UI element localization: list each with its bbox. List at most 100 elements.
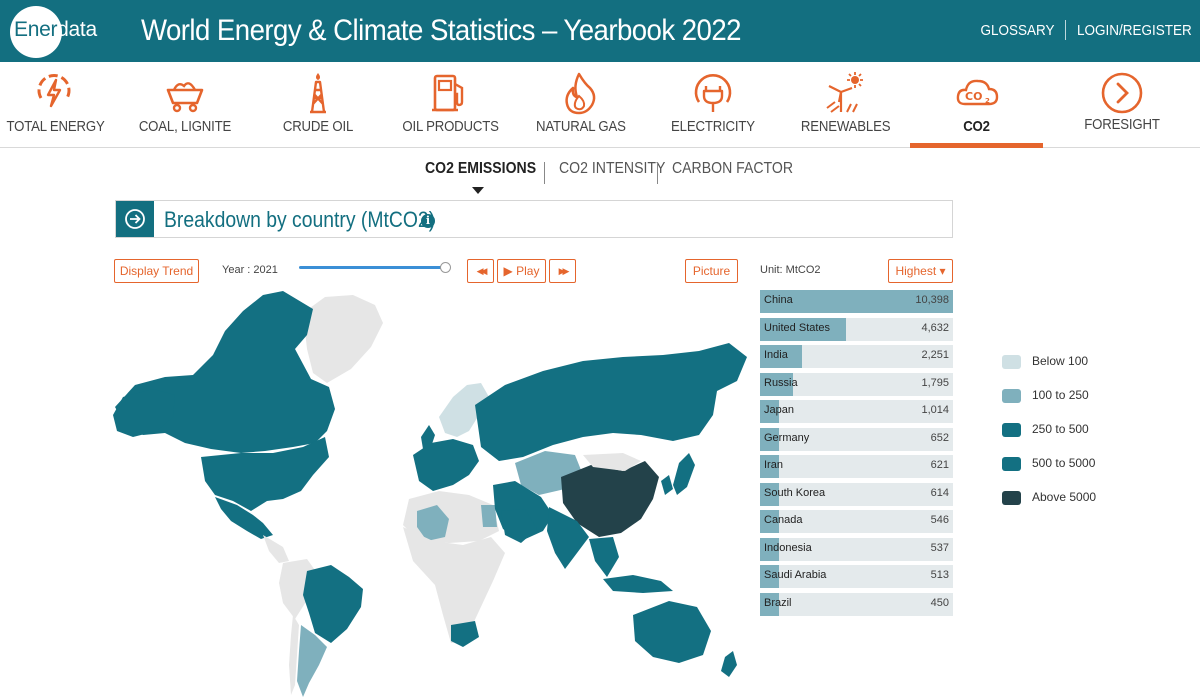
ranking-country: Russia — [764, 376, 798, 389]
tab-co2[interactable]: CO 2 CO2 — [910, 62, 1043, 148]
year-slider-track[interactable] — [299, 266, 445, 269]
region-australia[interactable] — [633, 601, 711, 663]
previous-year-button[interactable]: ◀◀ — [467, 259, 494, 283]
ranking-country: Iran — [764, 459, 783, 471]
region-southeast-asia[interactable] — [589, 537, 619, 577]
tab-renewables[interactable]: RENEWABLES — [795, 62, 893, 148]
region-egypt[interactable] — [481, 505, 497, 527]
glossary-link[interactable]: GLOSSARY — [980, 21, 1055, 39]
region-subsaharan-africa[interactable] — [403, 527, 505, 643]
ranking-value: 1,014 — [921, 404, 949, 416]
region-chile[interactable] — [289, 615, 299, 695]
tab-foresight[interactable]: FORESIGHT — [1078, 62, 1166, 148]
subtab-divider — [657, 162, 658, 184]
region-brazil[interactable] — [303, 565, 363, 643]
ranking-bar — [760, 482, 780, 506]
top-bar: Enerdata World Energy & Climate Statisti… — [0, 0, 1200, 62]
ranking-row[interactable]: Japan 1,014 — [760, 400, 953, 423]
co2-cloud-icon: CO 2 — [956, 79, 998, 106]
chevron-circle-icon — [1101, 72, 1143, 114]
region-algeria[interactable] — [417, 505, 449, 541]
subtab-carbon-factor[interactable]: CARBON FACTOR — [672, 160, 793, 177]
ranking-bar — [760, 400, 780, 423]
world-map[interactable] — [113, 285, 753, 700]
info-icon[interactable]: i — [421, 214, 435, 228]
oil-derrick-icon — [310, 73, 326, 114]
ranking-value: 10,398 — [915, 294, 949, 306]
ranking-bar — [760, 565, 780, 588]
svg-text:CO: CO — [965, 90, 982, 103]
subtab-co2-emissions[interactable]: CO2 EMISSIONS — [425, 160, 537, 177]
ranking-country: Canada — [764, 514, 803, 526]
legend-swatch — [1002, 457, 1021, 471]
ranking-bar — [760, 317, 846, 341]
panel-toggle[interactable] — [116, 201, 154, 237]
next-year-button[interactable]: ▶▶ — [549, 259, 576, 283]
ranking-row[interactable]: Brazil 450 — [760, 592, 953, 616]
ranking-row[interactable]: Germany 652 — [760, 427, 953, 451]
ranking-row[interactable]: Russia 1,795 — [760, 372, 953, 396]
play-button[interactable]: ▶ Play — [497, 259, 546, 283]
region-argentina[interactable] — [297, 625, 327, 697]
ranking-bar — [760, 372, 794, 396]
region-mexico[interactable] — [215, 497, 273, 539]
ranking-row[interactable]: South Korea 614 — [760, 482, 953, 506]
ranking-row[interactable]: China 10,398 — [760, 290, 953, 313]
header-divider — [1065, 20, 1067, 40]
ranking-row[interactable]: United States 4,632 — [760, 317, 953, 341]
tab-natural-gas[interactable]: NATURAL GAS — [530, 62, 630, 148]
panel-title-bar: Breakdown by country (MtCO2) i — [115, 200, 953, 238]
display-trend-button[interactable]: Display Trend — [114, 259, 199, 283]
flame-icon — [565, 72, 596, 115]
tab-electricity[interactable]: ELECTRICITY — [665, 62, 761, 148]
region-europe[interactable] — [413, 439, 479, 491]
region-korea[interactable] — [661, 475, 673, 495]
ranking-value: 2,251 — [921, 349, 949, 361]
enerdata-logo[interactable] — [10, 6, 62, 58]
login-register-link[interactable]: LOGIN/REGISTER — [1077, 21, 1192, 39]
tab-total-energy[interactable]: TOTAL ENERGY — [0, 62, 108, 148]
header-links: GLOSSARY LOGIN/REGISTER — [981, 20, 1192, 40]
year-slider-handle[interactable] — [440, 262, 451, 273]
ranking-value: 1,795 — [921, 376, 949, 389]
legend-label: Above 5000 — [1032, 490, 1097, 504]
ranking-row[interactable]: Canada 546 — [760, 510, 953, 533]
region-alaska[interactable] — [113, 389, 175, 437]
ranking-row[interactable]: India 2,251 — [760, 345, 953, 368]
region-scandinavia[interactable] — [439, 383, 489, 437]
ranking-bar — [760, 427, 780, 451]
legend-label: 100 to 250 — [1032, 388, 1089, 402]
tab-crude-oil[interactable]: CRUDE OIL — [270, 62, 366, 148]
plug-icon — [694, 74, 732, 112]
region-japan[interactable] — [673, 453, 695, 495]
year-label: Year : 2021 — [222, 264, 278, 276]
ranking-bar — [760, 290, 953, 313]
region-south-africa[interactable] — [451, 621, 479, 647]
region-indonesia[interactable] — [603, 575, 673, 593]
region-united-states[interactable] — [201, 437, 329, 511]
ranking-row[interactable]: Indonesia 537 — [760, 537, 953, 561]
ranking-row[interactable]: Saudi Arabia 513 — [760, 565, 953, 588]
region-china[interactable] — [561, 461, 659, 537]
region-russia[interactable] — [475, 343, 747, 461]
region-greenland[interactable] — [303, 295, 383, 383]
ranking-country: South Korea — [764, 486, 826, 499]
ranking-value: 614 — [930, 486, 949, 499]
subtab-co2-intensity[interactable]: CO2 INTENSITY — [559, 160, 666, 177]
picture-button[interactable]: Picture — [685, 259, 738, 283]
region-mongolia[interactable] — [583, 453, 641, 471]
ranking-country: United States — [764, 321, 831, 334]
region-uk[interactable] — [421, 425, 435, 449]
legend-swatch — [1002, 389, 1021, 403]
tab-label: RENEWABLES — [800, 118, 891, 135]
tab-coal-lignite[interactable]: COAL, LIGNITE — [123, 62, 247, 148]
sort-dropdown[interactable]: Highest ▾ — [888, 259, 953, 283]
app-title: World Energy & Climate Statistics – Year… — [141, 14, 741, 47]
region-central-america[interactable] — [263, 535, 289, 563]
ranking-row[interactable]: Iran 621 — [760, 455, 953, 478]
ranking-bar — [760, 537, 780, 561]
region-new-zealand[interactable] — [721, 651, 737, 677]
region-saudi-arabia[interactable] — [501, 509, 537, 543]
tab-oil-products[interactable]: OIL PRODUCTS — [396, 62, 502, 148]
region-india[interactable] — [547, 507, 589, 569]
